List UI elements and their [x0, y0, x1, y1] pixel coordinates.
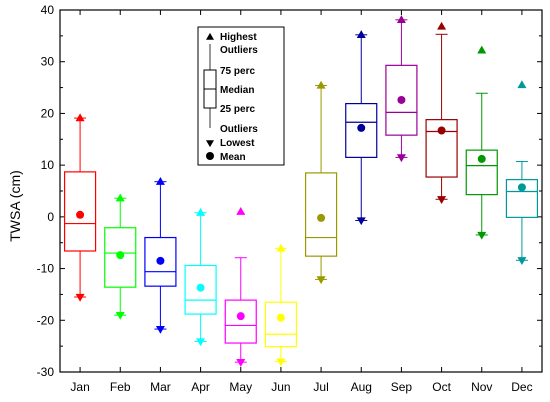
- box-feb: [104, 193, 137, 320]
- x-tick-label: Mar: [150, 380, 171, 394]
- highest-marker: [517, 80, 527, 89]
- iqr-box: [63, 171, 97, 252]
- box-sep: [385, 15, 418, 163]
- y-tick-label: 0: [47, 210, 54, 224]
- iqr-box: [385, 64, 418, 136]
- lowest-marker: [517, 257, 527, 265]
- lowest-marker: [196, 338, 206, 347]
- legend-75perc-label: 75 perc: [220, 66, 255, 77]
- mean-marker: [517, 183, 526, 192]
- y-tick-label: -30: [37, 365, 55, 379]
- y-axis-title: TWSA (cm): [7, 170, 23, 242]
- highest-marker: [115, 193, 125, 202]
- y-tick-label: 20: [41, 106, 55, 120]
- legend-outliers-lower-label: Outliers: [220, 124, 258, 135]
- x-tick-label: Dec: [511, 380, 532, 394]
- box-may: [224, 206, 257, 367]
- lowest-marker: [316, 276, 326, 285]
- mean-marker: [437, 126, 446, 135]
- iqr-box: [505, 179, 539, 218]
- iqr-box: [224, 299, 257, 344]
- x-tick-label: Sep: [391, 380, 413, 394]
- plot-frame: [59, 9, 543, 373]
- highest-marker: [437, 21, 447, 30]
- box-dec: [505, 80, 539, 265]
- box-jan: [63, 113, 97, 302]
- x-tick-label: Aug: [351, 380, 372, 394]
- iqr-box: [144, 236, 177, 287]
- x-tick-label: Jul: [313, 380, 328, 394]
- x-tick-label: Nov: [471, 380, 492, 394]
- y-tick-label: -10: [37, 262, 55, 276]
- iqr-box: [425, 119, 458, 178]
- box-nov: [465, 45, 498, 240]
- mean-marker: [276, 313, 285, 322]
- highest-marker: [276, 243, 286, 252]
- mean-marker: [236, 312, 245, 321]
- mean-marker: [196, 283, 205, 292]
- mean-marker: [156, 256, 165, 265]
- y-tick-label: 40: [41, 3, 55, 17]
- highest-marker: [396, 15, 406, 23]
- lowest-marker: [396, 154, 406, 163]
- legend-mean-label: Mean: [220, 152, 246, 163]
- highest-marker: [75, 113, 85, 122]
- lowest-marker: [115, 311, 125, 320]
- iqr-box: [345, 103, 378, 158]
- highest-marker: [236, 206, 246, 215]
- box-mar: [144, 176, 177, 334]
- iqr-box: [465, 149, 498, 196]
- box-jul: [304, 80, 338, 285]
- legend: Highest Outliers 75 perc Median 25 perc Outli…: [197, 26, 285, 166]
- box-series: [63, 15, 539, 367]
- legend-mean-symbol: [206, 152, 214, 160]
- highest-marker: [477, 45, 487, 54]
- lowest-marker: [477, 231, 487, 240]
- highest-marker: [356, 30, 366, 38]
- highest-marker: [316, 80, 326, 89]
- mean-marker: [477, 154, 486, 163]
- legend-highest-symbol: [206, 32, 214, 40]
- legend-highest-label: Highest: [220, 32, 257, 43]
- legend-outliers-upper-label: Outliers: [220, 45, 258, 56]
- box-jun: [264, 243, 298, 367]
- x-tick-label: Oct: [432, 380, 451, 394]
- lowest-marker: [356, 217, 366, 226]
- legend-lowest-label: Lowest: [220, 138, 255, 149]
- y-tick-label: 10: [41, 158, 55, 172]
- box-aug: [345, 30, 378, 226]
- mean-marker: [357, 123, 366, 132]
- lowest-marker: [276, 358, 286, 367]
- highest-marker: [196, 208, 206, 216]
- x-tick-label: May: [229, 380, 252, 394]
- iqr-box: [104, 227, 137, 288]
- mean-marker: [76, 210, 85, 219]
- x-tick-label: Feb: [110, 380, 131, 394]
- legend-lowest-symbol: [206, 140, 214, 148]
- y-tick-label: -20: [37, 313, 55, 327]
- iqr-box: [264, 301, 298, 348]
- mean-marker: [317, 213, 326, 222]
- x-tick-label: Jun: [271, 380, 290, 394]
- iqr-box: [184, 264, 217, 315]
- mean-marker: [397, 95, 406, 104]
- plot-border: [59, 9, 543, 373]
- mean-marker: [116, 251, 125, 260]
- box-apr: [184, 208, 217, 347]
- iqr-box: [304, 172, 338, 257]
- lowest-marker: [75, 293, 85, 302]
- lowest-marker: [155, 325, 165, 334]
- legend-median-label: Median: [220, 85, 254, 96]
- x-tick-label: Jan: [70, 380, 89, 394]
- y-tick-label: 30: [41, 55, 55, 69]
- legend-25perc-label: 25 perc: [220, 104, 255, 115]
- x-tick-label: Apr: [191, 380, 210, 394]
- highest-marker: [155, 176, 165, 185]
- lowest-marker: [236, 359, 246, 367]
- y-axis: -30 -20 -10 0 10 20 30 40: [37, 3, 542, 379]
- x-axis: Jan Feb Mar Apr May Jun Jul Aug Sep Oct Nov Dec: [70, 10, 533, 394]
- box-oct: [425, 21, 458, 204]
- lowest-marker: [437, 196, 447, 204]
